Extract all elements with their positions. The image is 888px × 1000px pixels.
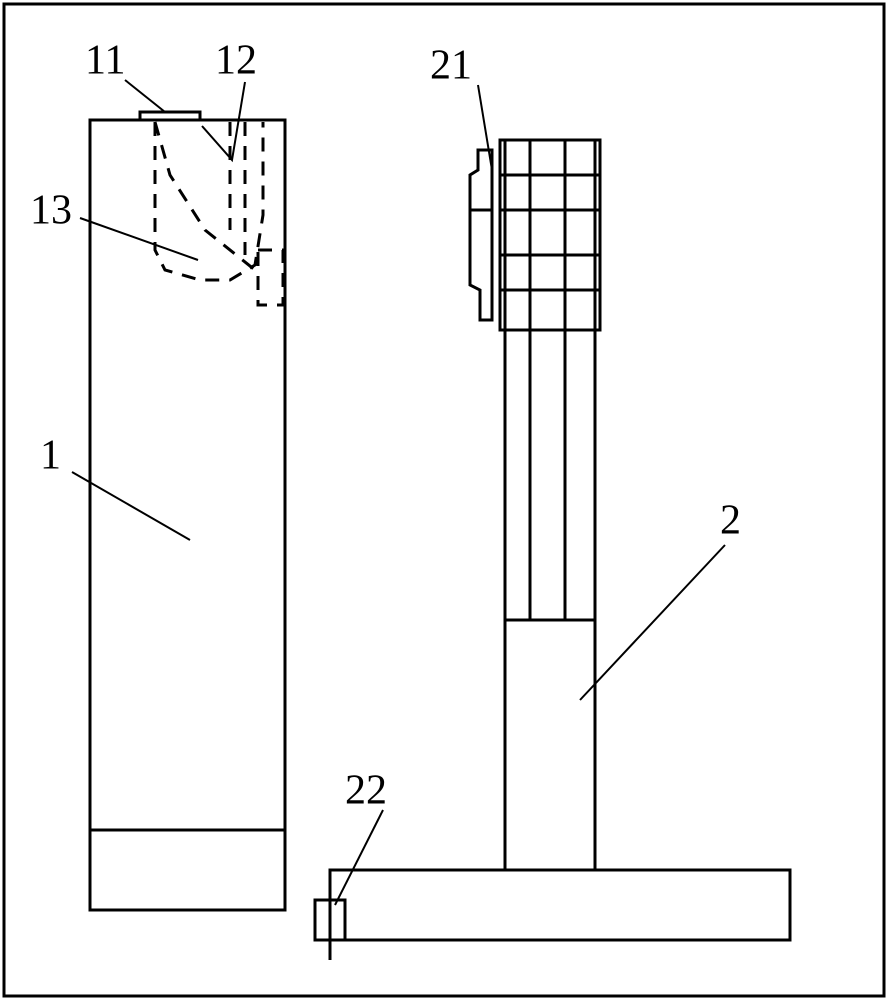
part-2-column [505,140,595,870]
leader-line-11 [125,80,165,112]
label-11: 11 [85,38,125,84]
leader-line-2 [580,545,725,700]
label-21: 21 [430,43,472,89]
label-12: 12 [215,38,257,84]
label-22: 22 [345,768,387,814]
part-1-top-tab [140,112,200,120]
part-2-base [330,870,790,940]
diagram-canvas: 121112132122 [0,0,888,1000]
part-1-hidden-outline [155,122,263,280]
part-1-body [90,120,285,910]
label-1: 1 [40,433,61,479]
leader-line-21 [478,85,492,170]
part-2-clip [470,150,492,320]
leader-line-22 [335,810,383,905]
part-2-head [500,140,600,330]
label-2: 2 [720,498,741,544]
outer-frame [4,4,884,996]
label-13: 13 [30,188,72,234]
leader-line-13 [80,218,198,260]
